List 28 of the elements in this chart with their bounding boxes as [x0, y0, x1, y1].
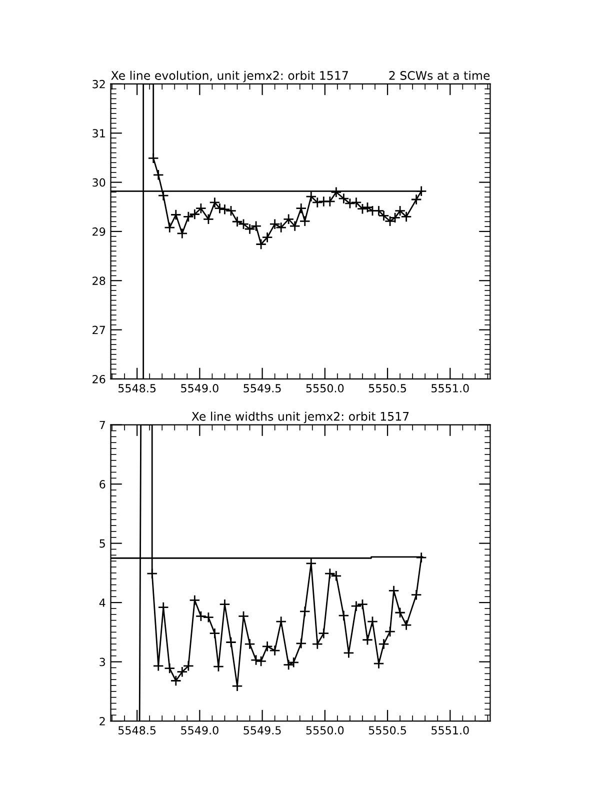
x-tick-label: 5549.0: [181, 726, 218, 734]
x-tick-label: 5548.5: [118, 384, 156, 392]
y-tick-label: 2: [100, 717, 105, 726]
x-tick-label: 5550.5: [368, 384, 406, 392]
y-tick-label: 5: [100, 539, 105, 548]
x-tick-label: 5548.5: [118, 726, 156, 734]
y-tick-label: 28: [92, 276, 106, 286]
x-tick-label: 5549.5: [244, 726, 281, 734]
y-tick-label: 30: [92, 178, 106, 187]
chart-subtitle: 2 SCWs at a time: [389, 70, 490, 80]
y-tick-label: 4: [99, 598, 106, 607]
x-tick-label: 5550.0: [306, 726, 344, 734]
x-tick-label: 5549.5: [244, 384, 281, 392]
x-tick-label: 5551.0: [432, 384, 469, 392]
chart-title: Xe line widths unit jemx2: orbit 1517: [192, 412, 409, 424]
y-tick-label: 3: [100, 658, 106, 666]
y-tick-label: 29: [92, 227, 106, 236]
y-tick-label: 7: [100, 420, 105, 430]
y-tick-label: 6: [100, 480, 106, 488]
x-tick-label: 5550.0: [306, 384, 344, 392]
y-tick-label: 26: [92, 374, 106, 384]
y-tick-label: 32: [92, 80, 105, 88]
x-tick-label: 5550.5: [368, 726, 406, 734]
x-tick-label: 5549.0: [181, 384, 218, 392]
chart-title: Xe line evolution, unit jemx2: orbit 1517: [111, 70, 348, 82]
y-tick-label: 31: [92, 129, 105, 138]
x-tick-label: 5551.0: [432, 726, 469, 734]
y-tick-label: 27: [92, 326, 105, 334]
